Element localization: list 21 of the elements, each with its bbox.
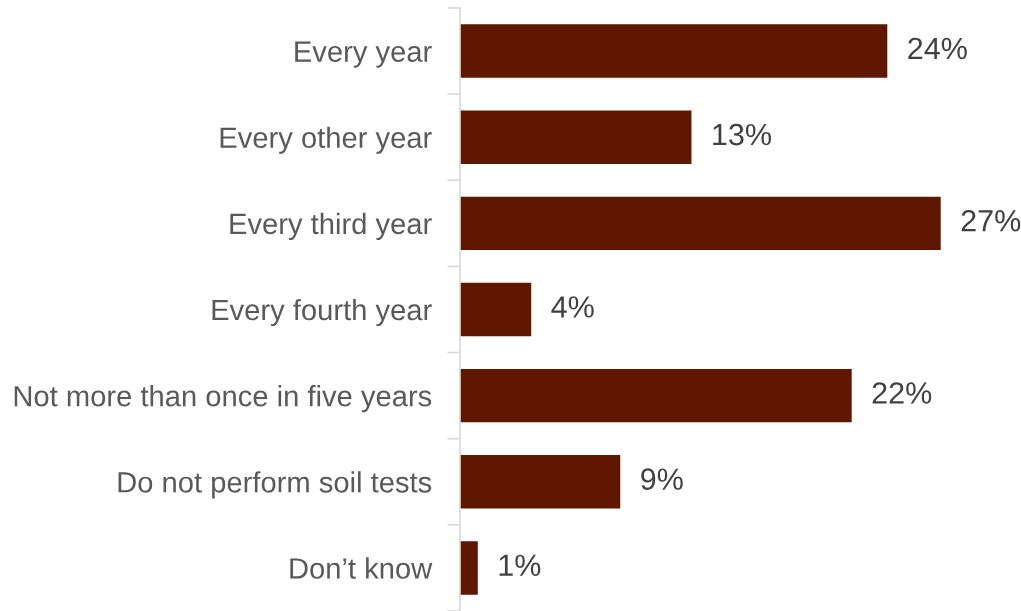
- y-tick-label: Not more than once in five years: [14, 385, 432, 413]
- y-tick-label: Don’t know: [290, 557, 433, 579]
- data-label: 9%: [641, 468, 683, 490]
- bar: [460, 282, 532, 337]
- y-tick-label: Every fourth year: [212, 298, 432, 327]
- data-label: 4%: [551, 296, 594, 318]
- data-label: 27%: [961, 209, 1021, 232]
- bar: [460, 110, 692, 164]
- y-tick-label: Every other year: [220, 126, 432, 154]
- y-tick-label: Every year: [295, 41, 432, 68]
- data-label: 1%: [499, 554, 541, 577]
- data-label: 24%: [908, 37, 967, 60]
- bar: [460, 541, 478, 595]
- y-tick-label: Do not perform soil tests: [118, 471, 432, 499]
- bar: [460, 368, 852, 423]
- y-tick-label: Every third year: [230, 212, 432, 240]
- bar: [460, 196, 941, 251]
- bar: [460, 24, 888, 78]
- bar: [460, 455, 621, 509]
- data-label: 13%: [713, 123, 771, 146]
- data-label: 22%: [872, 382, 932, 404]
